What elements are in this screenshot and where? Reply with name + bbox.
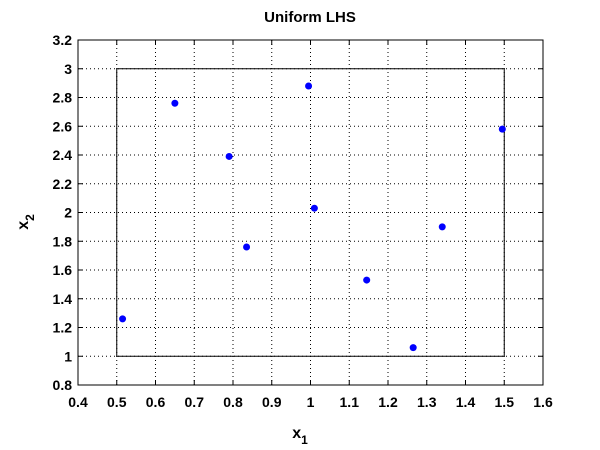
y-tick-label: 3.2 bbox=[53, 32, 73, 48]
data-point bbox=[363, 276, 371, 284]
y-tick-label: 0.8 bbox=[53, 377, 73, 393]
data-point bbox=[225, 152, 233, 160]
y-tick-label: 1.8 bbox=[53, 233, 73, 249]
x-tick-label: 0.4 bbox=[68, 394, 88, 410]
x-axis-label-text: x bbox=[292, 425, 301, 442]
x-tick-label: 1.4 bbox=[456, 394, 476, 410]
y-tick-label: 1 bbox=[64, 348, 72, 364]
data-point bbox=[310, 204, 318, 212]
data-point bbox=[498, 125, 506, 133]
x-tick-label: 0.5 bbox=[107, 394, 127, 410]
x-axis-label-subscript: 1 bbox=[301, 433, 308, 447]
y-tick-label: 2.4 bbox=[53, 147, 73, 163]
y-axis-label-subscript: 2 bbox=[23, 214, 37, 221]
axis-ticks: 0.4 0.5 0.6 0.7 0.8 0.9 1 1.1 1.2 1.3 1.4 1.5 1.6 0.8… bbox=[53, 32, 553, 410]
data-point bbox=[409, 344, 417, 352]
chart-title: Uniform LHS bbox=[264, 9, 356, 26]
data-point bbox=[438, 223, 446, 231]
svg-text:x1: x1 bbox=[292, 425, 308, 447]
grid bbox=[78, 40, 543, 385]
sampling-bounds-layer bbox=[116, 68, 505, 357]
x-tick-label: 1.5 bbox=[495, 394, 515, 410]
x-tick-label: 1.1 bbox=[340, 394, 360, 410]
y-tick-label: 3 bbox=[64, 61, 72, 77]
y-tick-label: 2.2 bbox=[53, 176, 73, 192]
x-tick-label: 0.8 bbox=[223, 394, 243, 410]
sampling-bounds-rect bbox=[116, 68, 505, 357]
data-point bbox=[119, 315, 127, 323]
x-tick-label: 1 bbox=[307, 394, 315, 410]
y-axis-label: x2 bbox=[15, 214, 37, 230]
y-tick-label: 1.2 bbox=[53, 320, 73, 336]
y-tick-label: 2.8 bbox=[53, 90, 73, 106]
data-point bbox=[305, 82, 313, 90]
y-axis-label-text: x bbox=[15, 221, 32, 230]
x-tick-label: 1.6 bbox=[533, 394, 553, 410]
data-points bbox=[119, 82, 506, 352]
x-tick-label: 1.3 bbox=[417, 394, 437, 410]
x-tick-label: 0.6 bbox=[146, 394, 166, 410]
y-tick-label: 2.6 bbox=[53, 118, 73, 134]
x-tick-label: 1.2 bbox=[378, 394, 398, 410]
x-tick-label: 0.9 bbox=[262, 394, 282, 410]
data-point bbox=[171, 99, 179, 107]
y-tick-label: 1.6 bbox=[53, 262, 73, 278]
y-tick-label: 2 bbox=[64, 205, 72, 221]
data-point bbox=[243, 243, 251, 251]
svg-text:x2: x2 bbox=[15, 214, 37, 230]
x-axis-label: x1 bbox=[292, 425, 308, 447]
y-tick-label: 1.4 bbox=[53, 291, 73, 307]
x-tick-label: 0.7 bbox=[185, 394, 205, 410]
